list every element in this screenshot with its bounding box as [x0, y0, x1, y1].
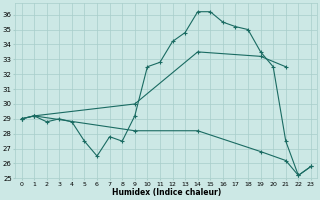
X-axis label: Humidex (Indice chaleur): Humidex (Indice chaleur)	[112, 188, 221, 197]
